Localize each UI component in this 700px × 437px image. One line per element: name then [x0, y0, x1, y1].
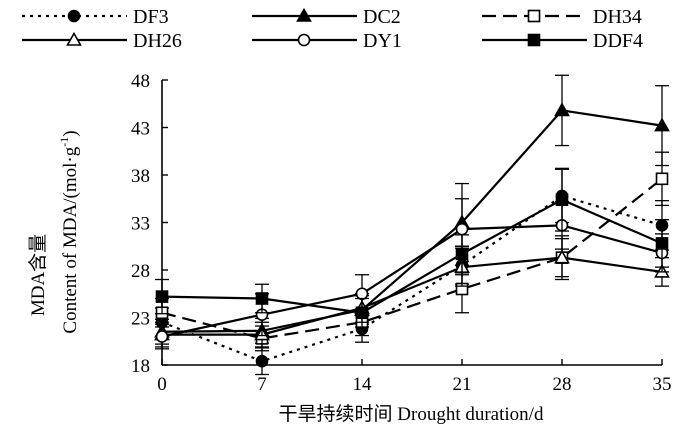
- data-point-dy1: [455, 222, 469, 236]
- series-line-dh26: [162, 256, 663, 336]
- data-point-ddf4: [555, 193, 569, 206]
- series-line-dh34: [161, 177, 663, 340]
- y-tick-label: 43: [131, 119, 150, 140]
- x-axis-label: 干旱持续时间 Drought duration/d: [279, 403, 544, 425]
- series-line-df3: [161, 194, 663, 363]
- data-point-df3: [255, 354, 269, 368]
- data-point-dy1: [355, 287, 369, 301]
- series-dc2: [154, 74, 670, 345]
- y-axis-label-en-superscript: -1: [57, 137, 71, 147]
- x-tick-label: 7: [257, 374, 267, 395]
- legend-label-ddf4: DDF4: [593, 30, 643, 52]
- y-axis-label-en-close: ): [60, 130, 81, 136]
- series-df3: [155, 168, 669, 376]
- x-tick-label: 21: [453, 374, 472, 395]
- y-tick-label: 23: [131, 309, 150, 330]
- x-tick-label: 14: [353, 374, 373, 395]
- data-point-ddf4: [355, 306, 369, 320]
- data-point-ddf4: [455, 247, 469, 261]
- y-tick-label: 18: [131, 356, 150, 377]
- series-layer: [154, 74, 670, 376]
- legend-item-dc2: DC2: [252, 6, 401, 28]
- series-line-dy1: [161, 224, 663, 338]
- y-tick-label: 33: [131, 214, 150, 235]
- legend-label-dy1: DY1: [363, 30, 402, 52]
- legend-item-df3: DF3: [22, 6, 169, 28]
- y-tick-label: 28: [131, 261, 150, 282]
- x-tick-label: 0: [157, 374, 167, 395]
- chart-axes: 18 23 28 33 38 43 48 0 7 14 21 28 35: [131, 71, 672, 395]
- data-point-dy1: [155, 330, 169, 343]
- data-point-ddf4: [655, 237, 669, 250]
- series-line-ddf4: [161, 198, 663, 314]
- y-tick-label: 48: [131, 71, 150, 92]
- y-tick-label: 38: [131, 166, 150, 187]
- legend-marker-ddf4: [527, 33, 541, 47]
- legend-item-dh26: DH26: [22, 30, 182, 52]
- legend-item-dh34: DH34: [482, 6, 642, 28]
- chart-legend: DF3 DC2 DH34 DH26 DY1 DDF4: [22, 6, 643, 52]
- y-axis-label-cn-group: MDA含量: [27, 234, 49, 316]
- legend-label-dh26: DH26: [133, 30, 182, 52]
- y-axis-ticks: 18 23 28 33 38 43 48: [131, 71, 168, 377]
- legend-item-dy1: DY1: [252, 30, 402, 52]
- data-point-dc2: [554, 102, 570, 117]
- legend-marker-dh26: [66, 31, 82, 46]
- legend-label-dh34: DH34: [593, 6, 642, 28]
- x-tick-label: 35: [653, 374, 672, 395]
- legend-label-dc2: DC2: [363, 6, 401, 28]
- series-ddf4: [155, 167, 669, 328]
- y-axis-label-cn: MDA含量: [27, 234, 49, 316]
- y-axis-label-en-main: Content of MDA/(mol·g: [60, 146, 81, 333]
- data-point-dc2: [654, 117, 670, 132]
- legend-marker-dc2: [296, 7, 312, 22]
- data-point-dh34: [655, 172, 669, 186]
- x-axis-ticks: 0 7 14 21 28 35: [157, 359, 672, 395]
- legend-marker-df3: [67, 9, 81, 23]
- y-axis-label-en-group: Content of MDA/(mol·g-1): [57, 130, 81, 333]
- legend-item-ddf4: DDF4: [482, 30, 643, 52]
- data-point-ddf4: [155, 290, 169, 303]
- data-point-dh26: [554, 249, 570, 264]
- legend-marker-dy1: [297, 33, 311, 47]
- series-line-dc2: [161, 109, 663, 333]
- x-tick-label: 28: [553, 374, 572, 395]
- legend-marker-dh34: [527, 9, 541, 23]
- data-point-ddf4: [255, 292, 269, 305]
- y-axis-label-en: Content of MDA/(mol·g-1): [57, 130, 81, 333]
- legend-label-df3: DF3: [133, 6, 169, 28]
